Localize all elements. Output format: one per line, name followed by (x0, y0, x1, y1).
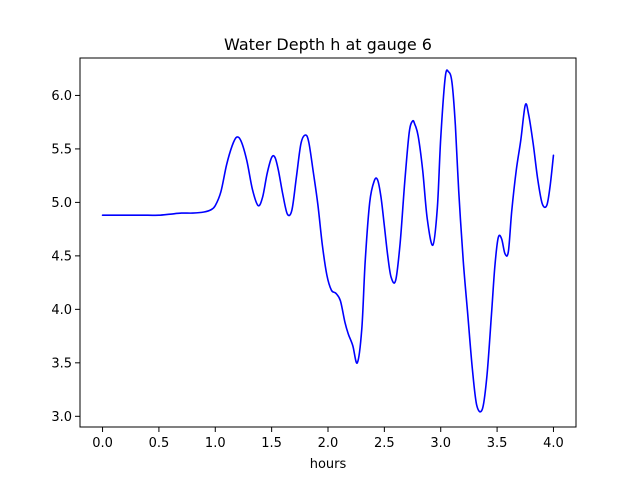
y-tick-label: 3.0 (51, 410, 72, 425)
x-axis-label: hours (310, 457, 347, 472)
x-tick-label: 3.5 (487, 436, 508, 451)
series-line-0 (101, 69, 555, 413)
x-tick-label: 1.5 (261, 436, 282, 451)
x-tick-label: 0.5 (149, 436, 170, 451)
x-tick-label: 0.0 (92, 436, 113, 451)
y-tick-label: 6.0 (51, 89, 72, 104)
y-tick-label: 3.5 (51, 356, 72, 371)
y-axis: 3.0 3.5 4.0 4.5 5.0 5.5 6.0 (51, 89, 80, 425)
x-tick-label: 1.0 (205, 436, 226, 451)
x-axis: 0.0 0.5 1.0 1.5 2.0 2.5 3.0 3.5 4.0 (92, 427, 564, 451)
x-tick-label: 3.0 (430, 436, 451, 451)
x-tick-label: 2.5 (374, 436, 395, 451)
x-tick-label: 2.0 (318, 436, 339, 451)
y-tick-label: 4.0 (51, 303, 72, 318)
x-tick-label: 4.0 (543, 436, 564, 451)
y-tick-label: 4.5 (51, 249, 72, 264)
series-layer (101, 69, 555, 413)
chart-title: Water Depth h at gauge 6 (224, 35, 432, 54)
y-tick-label: 5.5 (51, 142, 72, 157)
y-tick-label: 5.0 (51, 196, 72, 211)
